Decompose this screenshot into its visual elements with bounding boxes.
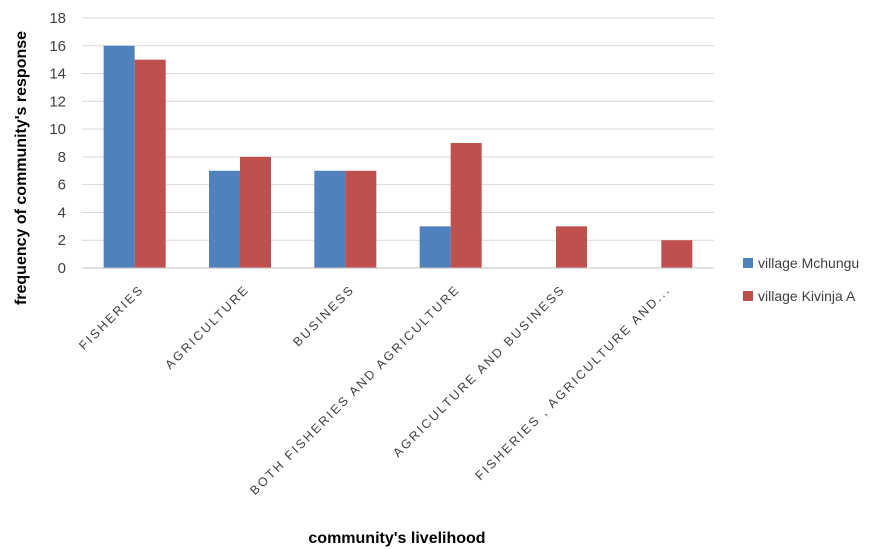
- y-tick-label: 18: [49, 10, 66, 27]
- y-tick-label: 14: [49, 66, 66, 83]
- bar-kivinja-a: [240, 156, 271, 268]
- x-tick-label: AGRICULTURE AND BUSINESS: [390, 282, 568, 460]
- legend-label: village Mchungu: [758, 255, 859, 271]
- bars: [103, 45, 693, 269]
- legend-swatch: [743, 291, 753, 301]
- y-tick-label: 12: [49, 93, 66, 110]
- x-tick-label: FISHERIES: [76, 282, 147, 353]
- legend-label: village Kivinja A: [758, 288, 856, 304]
- gridlines: [82, 17, 714, 241]
- legend: village Mchungu village Kivinja A: [743, 255, 859, 304]
- x-axis-title: community's livelihood: [308, 530, 485, 547]
- x-tick-label: FISHERIES , AGRICULTURE AND...: [473, 282, 674, 483]
- y-tick-label: 0: [58, 260, 66, 277]
- bar-kivinja-a: [450, 143, 482, 268]
- y-tick-label: 2: [58, 232, 66, 249]
- x-tick-label: BOTH FISHERIES AND AGRICULTURE: [247, 282, 463, 498]
- bar-kivinja-a: [556, 226, 587, 268]
- bar-mchungu: [103, 45, 135, 269]
- y-tick-label: 10: [49, 121, 66, 138]
- y-tick-label: 8: [58, 149, 66, 166]
- bar-mchungu: [209, 170, 240, 268]
- y-axis-title: frequency of community's response: [13, 31, 30, 305]
- y-tick-label: 4: [58, 204, 66, 221]
- legend-swatch: [743, 258, 753, 268]
- bar-kivinja-a: [134, 59, 166, 268]
- bar-kivinja-a: [345, 170, 377, 268]
- y-tick-label: 16: [49, 38, 66, 55]
- x-tick-label: BUSINESS: [290, 282, 357, 349]
- bar-mchungu: [314, 170, 346, 268]
- bar-mchungu: [419, 226, 451, 268]
- x-tick-label: AGRICULTURE: [162, 282, 252, 372]
- y-tick-label: 6: [58, 177, 66, 194]
- bar-kivinja-a: [661, 240, 693, 268]
- y-axis-ticks: 0 2 4 6 8 10 12 14 16 18: [49, 10, 66, 277]
